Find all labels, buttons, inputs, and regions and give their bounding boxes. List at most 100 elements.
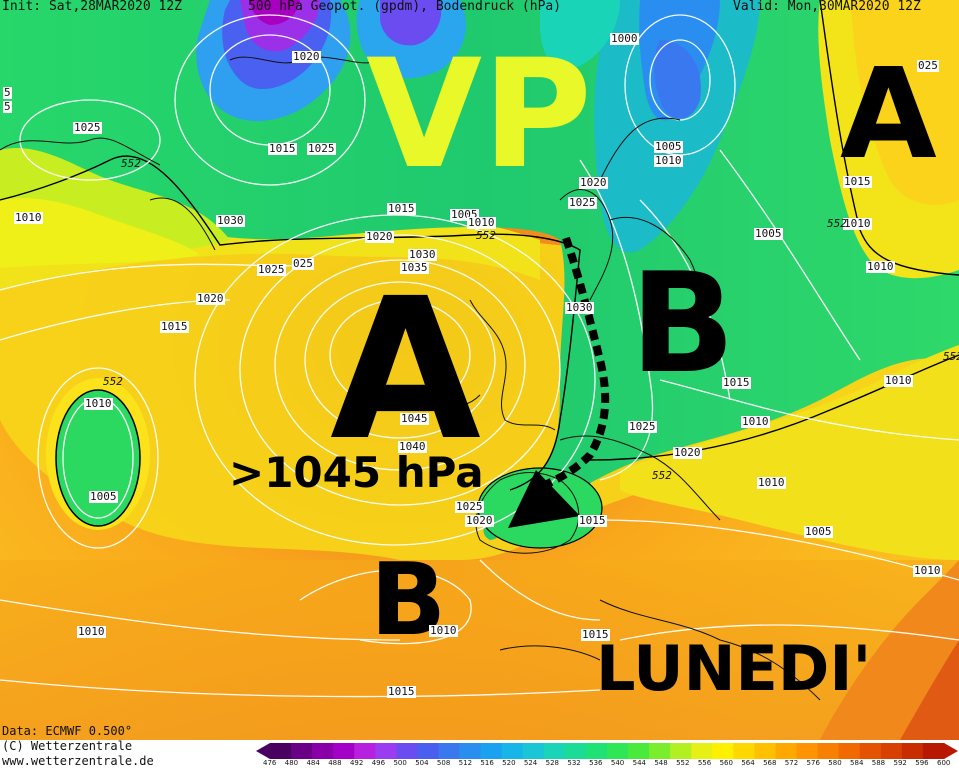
legend-tick-label: 476 bbox=[263, 759, 277, 767]
isobar-label: 1020 bbox=[673, 446, 702, 459]
legend-arrow-left bbox=[256, 743, 270, 759]
footer-copyright: (C) Wetterzentrale bbox=[2, 739, 133, 753]
isobar-label: 1030 bbox=[408, 248, 437, 261]
legend-swatch bbox=[922, 743, 945, 759]
legend-tick-label: 596 bbox=[915, 759, 929, 767]
isobar-label: 1025 bbox=[628, 420, 657, 433]
legend-tick-label: 532 bbox=[567, 759, 581, 767]
isobar-label: 1025 bbox=[568, 196, 597, 209]
legend-swatch bbox=[649, 743, 671, 759]
day-label: LUNEDI' bbox=[596, 632, 872, 705]
low-label-central: B bbox=[630, 243, 736, 404]
legend-tick-label: 488 bbox=[328, 759, 342, 767]
isobar-label: 1040 bbox=[398, 440, 427, 453]
isobar-label: 5 bbox=[3, 86, 12, 99]
isobar-label: 1005 bbox=[754, 227, 783, 240]
isobar-label: 1015 bbox=[387, 202, 416, 215]
isobar-label: 1025 bbox=[257, 263, 286, 276]
isobar-label: 1025 bbox=[455, 500, 484, 513]
legend-tick-label: 584 bbox=[850, 759, 864, 767]
legend-swatch bbox=[585, 743, 608, 759]
legend-swatch bbox=[670, 743, 692, 759]
legend-tick-label: 484 bbox=[306, 759, 320, 767]
legend-tick-label: 576 bbox=[806, 759, 820, 767]
product-title: 500 hPa Geopot. (gpdm), Bodendruck (hPa) bbox=[248, 0, 562, 14]
isobar-label: 1010 bbox=[757, 476, 786, 489]
legend-swatch bbox=[607, 743, 629, 759]
geopotential-label: 552 bbox=[476, 229, 496, 242]
legend-swatch bbox=[480, 743, 503, 759]
isobar-label: 1030 bbox=[216, 214, 245, 227]
geopotential-label: 552 bbox=[121, 157, 141, 170]
legend-swatch bbox=[459, 743, 482, 759]
isobar-label: 1010 bbox=[884, 374, 913, 387]
isobar-label: 1010 bbox=[429, 624, 458, 637]
isobar-label: 1020 bbox=[292, 50, 321, 63]
isobar-label: 1025 bbox=[73, 121, 102, 134]
isobar-label: 1030 bbox=[565, 301, 594, 314]
footer-data-source: Data: ECMWF 0.500° bbox=[2, 724, 133, 738]
isobar-label: 1015 bbox=[578, 514, 607, 527]
legend-tick-label: 504 bbox=[415, 759, 429, 767]
legend-tick-label: 492 bbox=[349, 759, 364, 767]
isobar-label: 1045 bbox=[400, 412, 429, 425]
vp-label: VP bbox=[366, 28, 593, 202]
trough-arrowhead bbox=[508, 470, 580, 528]
legend-tick-label: 556 bbox=[697, 759, 712, 767]
legend-swatch bbox=[543, 743, 566, 759]
isobar-label: 1015 bbox=[722, 376, 751, 389]
isobar-label: 1010 bbox=[14, 211, 43, 224]
geopotential-label: 552 bbox=[652, 469, 672, 482]
high-label-ne: A bbox=[840, 42, 937, 187]
isobar-label: 1020 bbox=[579, 176, 608, 189]
color-scale-legend bbox=[256, 743, 958, 759]
isobar-label: 1020 bbox=[196, 292, 225, 305]
legend-swatch bbox=[417, 743, 440, 759]
isobar-label: 1005 bbox=[89, 490, 118, 503]
geopotential-label: 552 bbox=[943, 350, 959, 363]
legend-swatch bbox=[838, 743, 861, 759]
pressure-note: >1045 hPa bbox=[229, 448, 484, 497]
isobar-label: 1010 bbox=[843, 217, 872, 230]
legend-swatch bbox=[754, 743, 777, 759]
legend-tick-label: 480 bbox=[284, 759, 299, 767]
isobar-label: 1020 bbox=[365, 230, 394, 243]
legend-tick-label: 512 bbox=[458, 759, 473, 767]
atlantic-low bbox=[55, 389, 141, 527]
coastlines bbox=[0, 56, 821, 701]
legend-arrow-right bbox=[944, 743, 958, 759]
isobar-label: 1010 bbox=[741, 415, 770, 428]
isobar-label: 025 bbox=[292, 257, 314, 270]
legend-swatch bbox=[901, 743, 924, 759]
legend-tick-label: 544 bbox=[632, 759, 646, 767]
geopotential-label: 552 bbox=[103, 375, 123, 388]
legend-swatch bbox=[501, 743, 524, 759]
isobar-label: 5 bbox=[3, 100, 12, 113]
legend-tick-label: 516 bbox=[480, 759, 494, 767]
isobar-label: 1035 bbox=[400, 261, 429, 274]
isobar-lines bbox=[0, 14, 959, 698]
isobar-label: 1020 bbox=[465, 514, 494, 527]
legend-swatch bbox=[333, 743, 355, 759]
high-label-main: A bbox=[330, 256, 481, 483]
legend-swatch bbox=[733, 743, 756, 759]
footer-url: www.wetterzentrale.de bbox=[2, 754, 154, 768]
isobar-label: 1005 bbox=[804, 525, 833, 538]
legend-tick-label: 592 bbox=[893, 759, 907, 767]
legend-tick-label: 600 bbox=[937, 759, 951, 767]
legend-tick-label: 496 bbox=[371, 759, 386, 767]
isobar-label: 1010 bbox=[467, 216, 496, 229]
legend-swatch bbox=[564, 743, 587, 759]
legend-tick-label: 568 bbox=[763, 759, 777, 767]
legend-swatch bbox=[712, 743, 734, 759]
legend-tick-label: 580 bbox=[828, 759, 842, 767]
legend-swatch bbox=[291, 743, 313, 759]
isobar-label: 1015 bbox=[160, 320, 189, 333]
valid-time: Valid: Mon,30MAR2020 12Z bbox=[733, 0, 921, 14]
isobar-label: 1025 bbox=[307, 142, 336, 155]
isobar-label: 1010 bbox=[77, 625, 106, 638]
isobar-label: 1015 bbox=[581, 628, 610, 641]
isobar-label: 1010 bbox=[866, 260, 895, 273]
